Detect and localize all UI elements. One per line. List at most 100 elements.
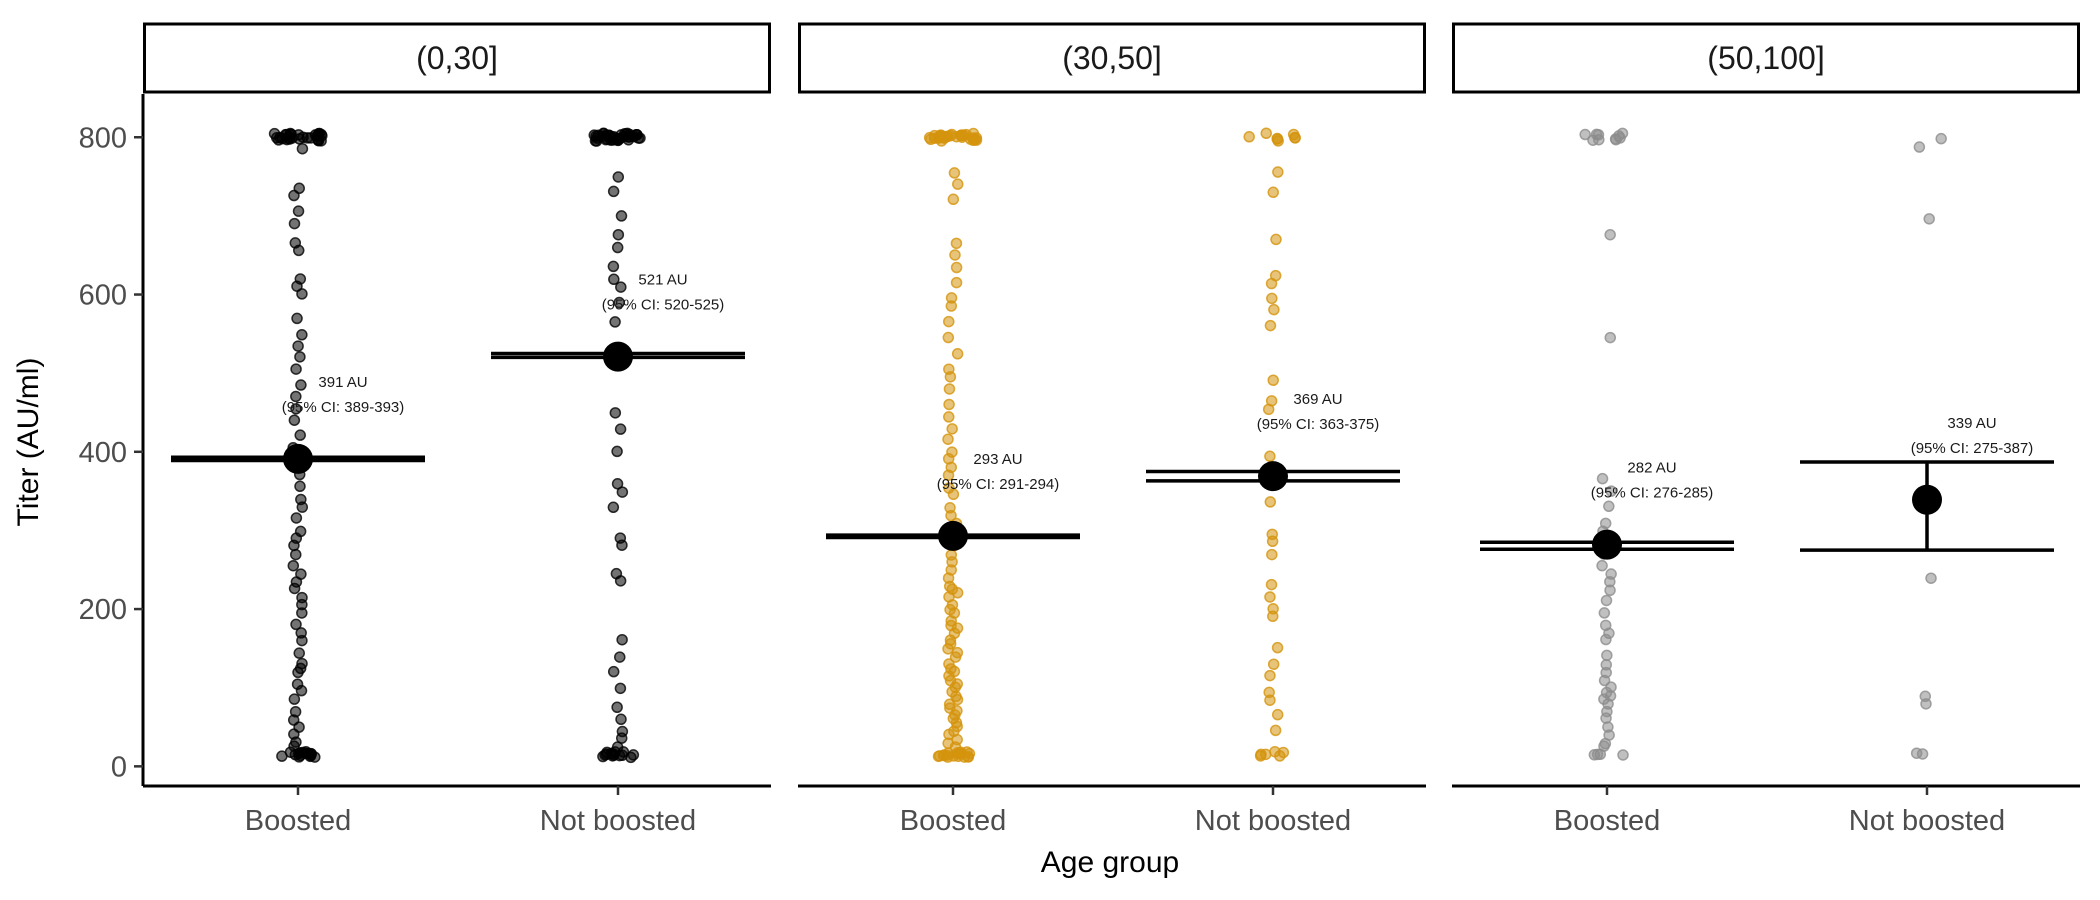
panel-strip-label: (0,30] — [416, 40, 498, 76]
data-point — [612, 171, 625, 183]
data-point — [295, 379, 307, 391]
data-point — [607, 501, 620, 514]
panel: (0,30] Boosted 391 AU (95% CI: 389-393) Not … — [143, 22, 771, 837]
data-point — [288, 217, 301, 230]
estimate-point — [938, 520, 968, 551]
panels-layer: (0,30] Boosted 391 AU (95% CI: 389-393) Not … — [143, 22, 2080, 837]
data-points — [923, 127, 983, 763]
data-point — [1267, 374, 1279, 387]
data-point — [1923, 213, 1935, 225]
data-point — [609, 407, 622, 419]
y-axis-title: Titer (AU/ml) — [12, 358, 45, 527]
data-point — [1935, 132, 1947, 145]
data-point — [611, 241, 624, 254]
data-point — [612, 228, 625, 241]
x-axis-title: Age group — [1041, 846, 1179, 879]
annotation-value: 521 AU — [638, 272, 687, 289]
data-point — [1271, 641, 1284, 654]
data-point — [1271, 708, 1284, 721]
annotation-value: 293 AU — [973, 451, 1022, 468]
data-point — [1920, 698, 1932, 710]
data-point — [1271, 132, 1284, 145]
data-point — [611, 701, 623, 714]
annotation-ci: (95% CI: 520-525) — [602, 297, 725, 314]
annotation-value: 282 AU — [1627, 460, 1676, 477]
annotation-value: 339 AU — [1947, 415, 1996, 432]
data-point — [296, 288, 308, 300]
data-point — [613, 296, 625, 309]
data-point — [923, 131, 936, 144]
data-point — [295, 684, 308, 697]
data-point — [615, 210, 628, 222]
data-point — [1598, 607, 1611, 619]
x-tick-label: Boosted — [245, 805, 351, 837]
data-point — [296, 501, 309, 513]
annotation-ci: (95% CI: 276-285) — [1591, 485, 1714, 502]
data-point — [287, 559, 300, 572]
y-axis: 0 200 400 600 800 — [79, 94, 145, 786]
data-point — [950, 261, 963, 274]
data-point — [944, 371, 957, 383]
data-point — [290, 403, 302, 415]
data-point — [292, 666, 304, 679]
data-point — [1243, 131, 1255, 143]
data-point — [946, 423, 958, 435]
data-point — [1925, 572, 1937, 584]
data-point — [1596, 559, 1608, 572]
data-point — [948, 167, 961, 179]
data-point — [942, 331, 955, 344]
data-point — [1604, 331, 1617, 344]
data-point — [943, 398, 955, 411]
annotation-ci: (95% CI: 291-294) — [937, 476, 1060, 493]
data-points — [268, 127, 328, 763]
data-point — [606, 750, 619, 762]
data-point — [1266, 548, 1278, 561]
data-point — [615, 713, 627, 726]
data-point — [1260, 127, 1272, 140]
data-point — [611, 445, 623, 458]
data-points — [1243, 127, 1301, 762]
data-point — [627, 749, 640, 761]
data-point — [288, 414, 301, 426]
data-point — [292, 244, 305, 257]
data-point — [945, 509, 957, 522]
data-point — [627, 130, 640, 143]
data-point — [1591, 748, 1604, 761]
data-points — [588, 127, 646, 764]
data-point — [1264, 450, 1276, 463]
data-point — [1264, 669, 1276, 682]
data-point — [1604, 584, 1616, 597]
data-point — [950, 276, 963, 289]
panel-strip — [798, 22, 1426, 94]
data-point — [293, 751, 305, 763]
y-tick-label: 600 — [79, 280, 127, 312]
data-point — [1609, 133, 1622, 145]
data-point — [296, 142, 309, 155]
x-tick-label: Boosted — [900, 805, 1006, 837]
data-point — [290, 548, 302, 561]
data-point — [1603, 500, 1615, 513]
data-point — [949, 651, 962, 663]
data-point — [1267, 186, 1279, 199]
data-point — [1265, 578, 1278, 591]
data-point — [1259, 748, 1272, 761]
data-point — [290, 512, 303, 524]
data-point — [1604, 228, 1616, 241]
data-point — [1590, 128, 1603, 141]
data-point — [1268, 303, 1280, 316]
data-point — [1910, 747, 1923, 759]
data-point — [940, 130, 952, 143]
data-point — [942, 469, 955, 481]
data-point — [294, 480, 306, 493]
data-point — [290, 390, 302, 403]
data-point — [597, 750, 609, 763]
x-tick-label: Not boosted — [1195, 805, 1351, 837]
data-point — [1605, 485, 1617, 497]
data-point — [1600, 633, 1612, 646]
data-point — [1264, 319, 1277, 332]
data-point — [294, 351, 306, 363]
data-point — [608, 273, 620, 286]
data-point — [953, 747, 966, 759]
data-point — [1266, 535, 1279, 548]
data-point — [1287, 128, 1300, 141]
